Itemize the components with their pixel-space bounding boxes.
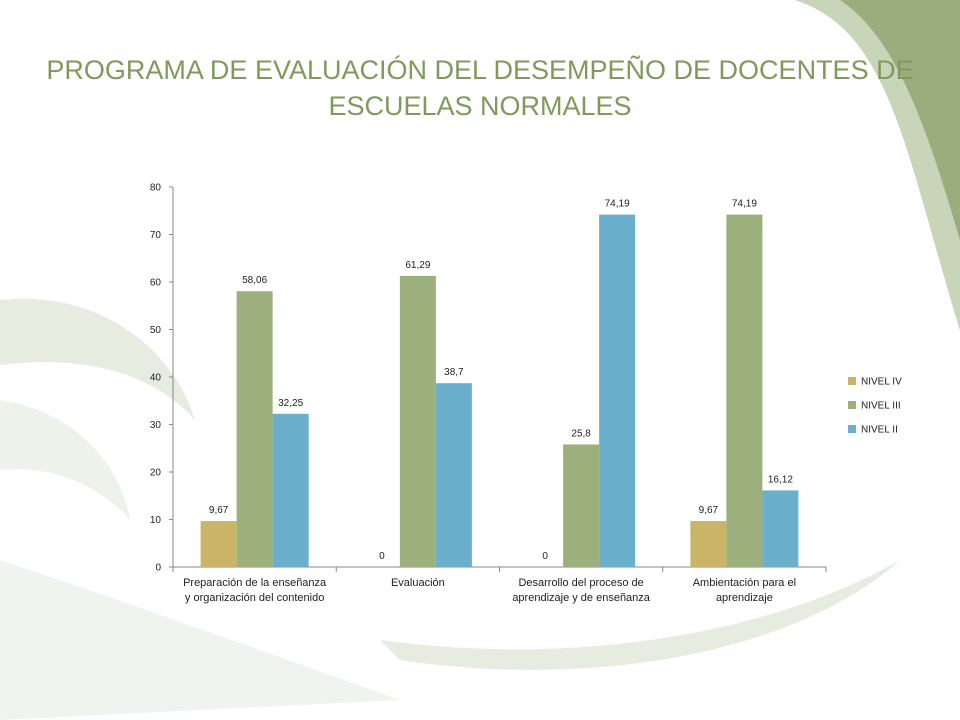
category-label: Ambientación para el [693,577,796,589]
category-label: aprendizaje [716,592,773,604]
y-tick-label: 60 [150,278,162,289]
y-tick-label: 50 [150,325,162,336]
bar [399,275,436,567]
data-label: 0 [379,551,385,562]
category-label: aprendizaje y de enseñanza [512,592,650,604]
decor-swoosh-left [0,298,195,420]
data-label: 9,67 [699,505,719,516]
category-label: Evaluación [391,577,445,589]
y-tick-label: 70 [150,230,162,241]
decor-swoosh-top-right [795,0,960,330]
decor-swoosh-top-right-light [795,0,960,330]
data-label: 0 [542,551,548,562]
bar [599,214,636,567]
legend-swatch [848,425,856,433]
data-label: 32,25 [278,398,303,409]
bar [236,291,273,567]
data-label: 16,12 [768,474,793,485]
bar [200,521,237,567]
data-label: 74,19 [732,199,757,210]
data-label: 38,7 [444,367,464,378]
legend-swatch [848,401,856,409]
y-tick-label: 80 [150,183,162,194]
legend-label: NIVEL III [861,401,901,412]
category-label: Desarrollo del proceso de [518,577,643,589]
decor-swoosh-bottom-left [0,560,400,720]
bar [762,490,799,567]
bar [726,214,763,567]
bar [690,521,727,567]
slide-title: PROGRAMA DE EVALUACIÓN DEL DESEMPEÑO DE … [46,55,914,121]
decor-swoosh-bottom [380,560,900,670]
y-tick-label: 10 [150,515,162,526]
decor-swoosh-left-2 [0,400,130,520]
data-label: 25,8 [571,428,591,439]
bar [435,383,472,567]
bar [272,413,309,567]
legend-label: NIVEL II [861,425,898,436]
data-label: 74,19 [605,199,630,210]
category-label: Preparación de la enseñanza [183,577,327,589]
y-tick-label: 30 [150,420,162,431]
y-tick-label: 40 [150,373,162,384]
y-tick-label: 0 [155,563,161,574]
data-label: 61,29 [405,260,430,271]
data-label: 9,67 [209,505,229,516]
bar [563,444,600,567]
legend-label: NIVEL IV [861,377,902,388]
y-tick-label: 20 [150,468,162,479]
category-label: y organización del contenido [185,592,324,604]
legend-swatch [848,377,856,385]
data-label: 58,06 [242,275,267,286]
